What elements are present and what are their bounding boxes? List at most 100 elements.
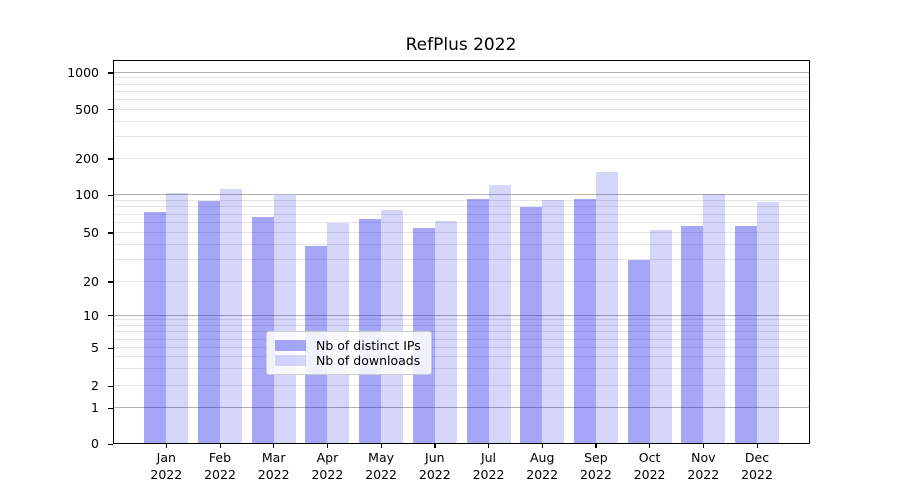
y-tick-label-50: 50 [83,224,99,240]
gridline-minor-70 [113,213,810,215]
y-tick-mark-200 [108,158,113,160]
gridline-minor-80 [113,206,810,208]
x-tick-label-jan: Jan 2022 [150,450,183,482]
x-tick-label-sep: Sep 2022 [579,450,612,482]
y-tick-label-20: 20 [83,273,99,289]
y-tick-mark-1000 [108,72,113,74]
bar-feb-downloads [220,188,242,444]
x-tick-label-feb: Feb 2022 [204,450,236,482]
gridline-minor-200 [113,157,810,159]
bar-feb-distinct-ips [198,201,220,444]
y-tick-label-1000: 1000 [67,64,99,80]
gridline-minor-40 [113,243,810,245]
y-tick-label-10: 10 [83,307,99,323]
bar-jul-distinct-ips [466,198,489,444]
bar-mar-distinct-ips [251,216,274,444]
y-tick-mark-2 [108,385,113,387]
plot-area [113,60,810,444]
gridline-minor-30 [113,259,810,261]
x-tick-mark-may [380,444,382,448]
y-tick-label-200: 200 [75,150,99,166]
bar-jun-downloads [434,221,457,444]
x-tick-label-jun: Jun 2022 [418,450,451,482]
gridline-minor-8 [113,325,810,327]
y-tick-label-0: 0 [91,436,99,451]
x-tick-mark-jun [434,444,436,448]
gridline-major-1 [113,407,810,409]
bar-may-downloads [381,210,404,444]
y-tick-mark-500 [108,109,113,111]
gridline-major-1000 [113,71,810,73]
y-tick-mark-50 [108,232,113,234]
bar-aug-downloads [542,200,565,444]
gridline-minor-700 [113,90,810,92]
y-tick-mark-0 [108,443,113,445]
y-tick-label-1: 1 [91,400,99,416]
bar-nov-downloads [703,193,726,444]
gridline-minor-400 [113,120,810,122]
bar-jan-downloads [166,192,189,444]
x-tick-label-may: May 2022 [365,450,397,482]
bar-oct-downloads [649,229,672,444]
y-tick-mark-1 [108,407,113,410]
bar-mar-downloads [273,195,296,444]
gridline-major-100 [113,194,810,196]
x-tick-mark-apr [326,444,329,448]
x-tick-mark-oct [649,444,651,448]
legend: Nb of distinct IPs Nb of downloads [266,331,432,375]
y-tick-mark-20 [108,281,113,283]
bar-dec-downloads [757,202,779,444]
x-tick-label-apr: Apr 2022 [311,450,344,482]
x-tick-mark-jul [488,444,490,448]
x-tick-label-aug: Aug 2022 [526,450,559,482]
gridline-minor-50 [113,231,810,233]
bar-jul-downloads [488,184,511,444]
gridline-minor-4 [113,356,810,358]
x-tick-label-oct: Oct 2022 [633,450,666,482]
gridline-minor-500 [113,108,810,110]
x-tick-mark-aug [541,444,543,448]
gridline-minor-800 [113,83,810,85]
y-tick-label-5: 5 [91,340,99,356]
gridline-minor-900 [113,77,810,79]
gridline-minor-5 [113,347,810,349]
x-tick-mark-mar [273,444,275,448]
gridline-minor-300 [113,136,810,138]
legend-swatch-downloads [275,355,306,366]
gridline-minor-6 [113,338,810,340]
legend-item-downloads: Nb of downloads [275,353,423,368]
y-tick-label-2: 2 [91,378,99,394]
gridline-minor-9 [113,319,810,321]
bar-aug-distinct-ips [520,206,543,444]
x-tick-mark-nov [702,444,705,448]
y-tick-mark-100 [108,194,113,197]
y-tick-label-100: 100 [75,187,99,203]
legend-label-downloads: Nb of downloads [316,353,421,368]
x-tick-mark-dec [756,444,758,448]
x-tick-mark-sep [595,444,597,448]
gridline-minor-7 [113,331,810,333]
legend-swatch-distinct-ips [275,340,306,351]
gridline-minor-2 [113,385,810,387]
bar-sep-downloads [595,171,618,444]
x-tick-label-jul: Jul 2022 [472,450,505,482]
gridline-minor-600 [113,98,810,100]
x-tick-mark-feb [219,444,221,448]
gridline-minor-20 [113,280,810,282]
bar-nov-distinct-ips [681,225,704,444]
legend-label-distinct-ips: Nb of distinct IPs [316,338,421,353]
bar-sep-distinct-ips [573,199,596,444]
bar-dec-distinct-ips [735,225,757,444]
gridline-minor-90 [113,200,810,202]
x-tick-label-dec: Dec 2022 [741,450,773,482]
y-tick-mark-5 [108,347,113,349]
y-tick-mark-10 [108,315,113,317]
bar-oct-distinct-ips [627,260,650,444]
bar-jan-distinct-ips [144,211,167,444]
y-tick-label-500: 500 [75,101,99,117]
x-tick-label-mar: Mar 2022 [257,450,290,482]
x-tick-label-nov: Nov 2022 [687,450,720,482]
gridline-minor-3 [113,368,810,370]
gridline-major-10 [113,314,810,316]
